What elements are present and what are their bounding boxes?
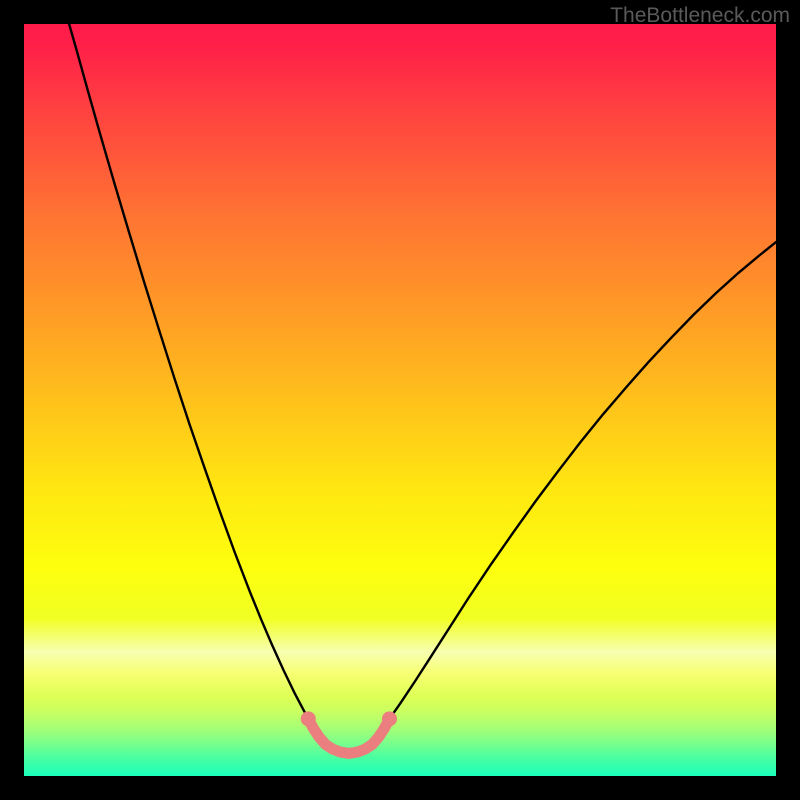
trough-endpoint-right — [382, 711, 397, 726]
plot-svg — [24, 24, 776, 776]
gradient-background — [24, 24, 776, 776]
chart-canvas: TheBottleneck.com — [0, 0, 800, 800]
trough-endpoint-left — [301, 711, 316, 726]
plot-area — [24, 24, 776, 776]
